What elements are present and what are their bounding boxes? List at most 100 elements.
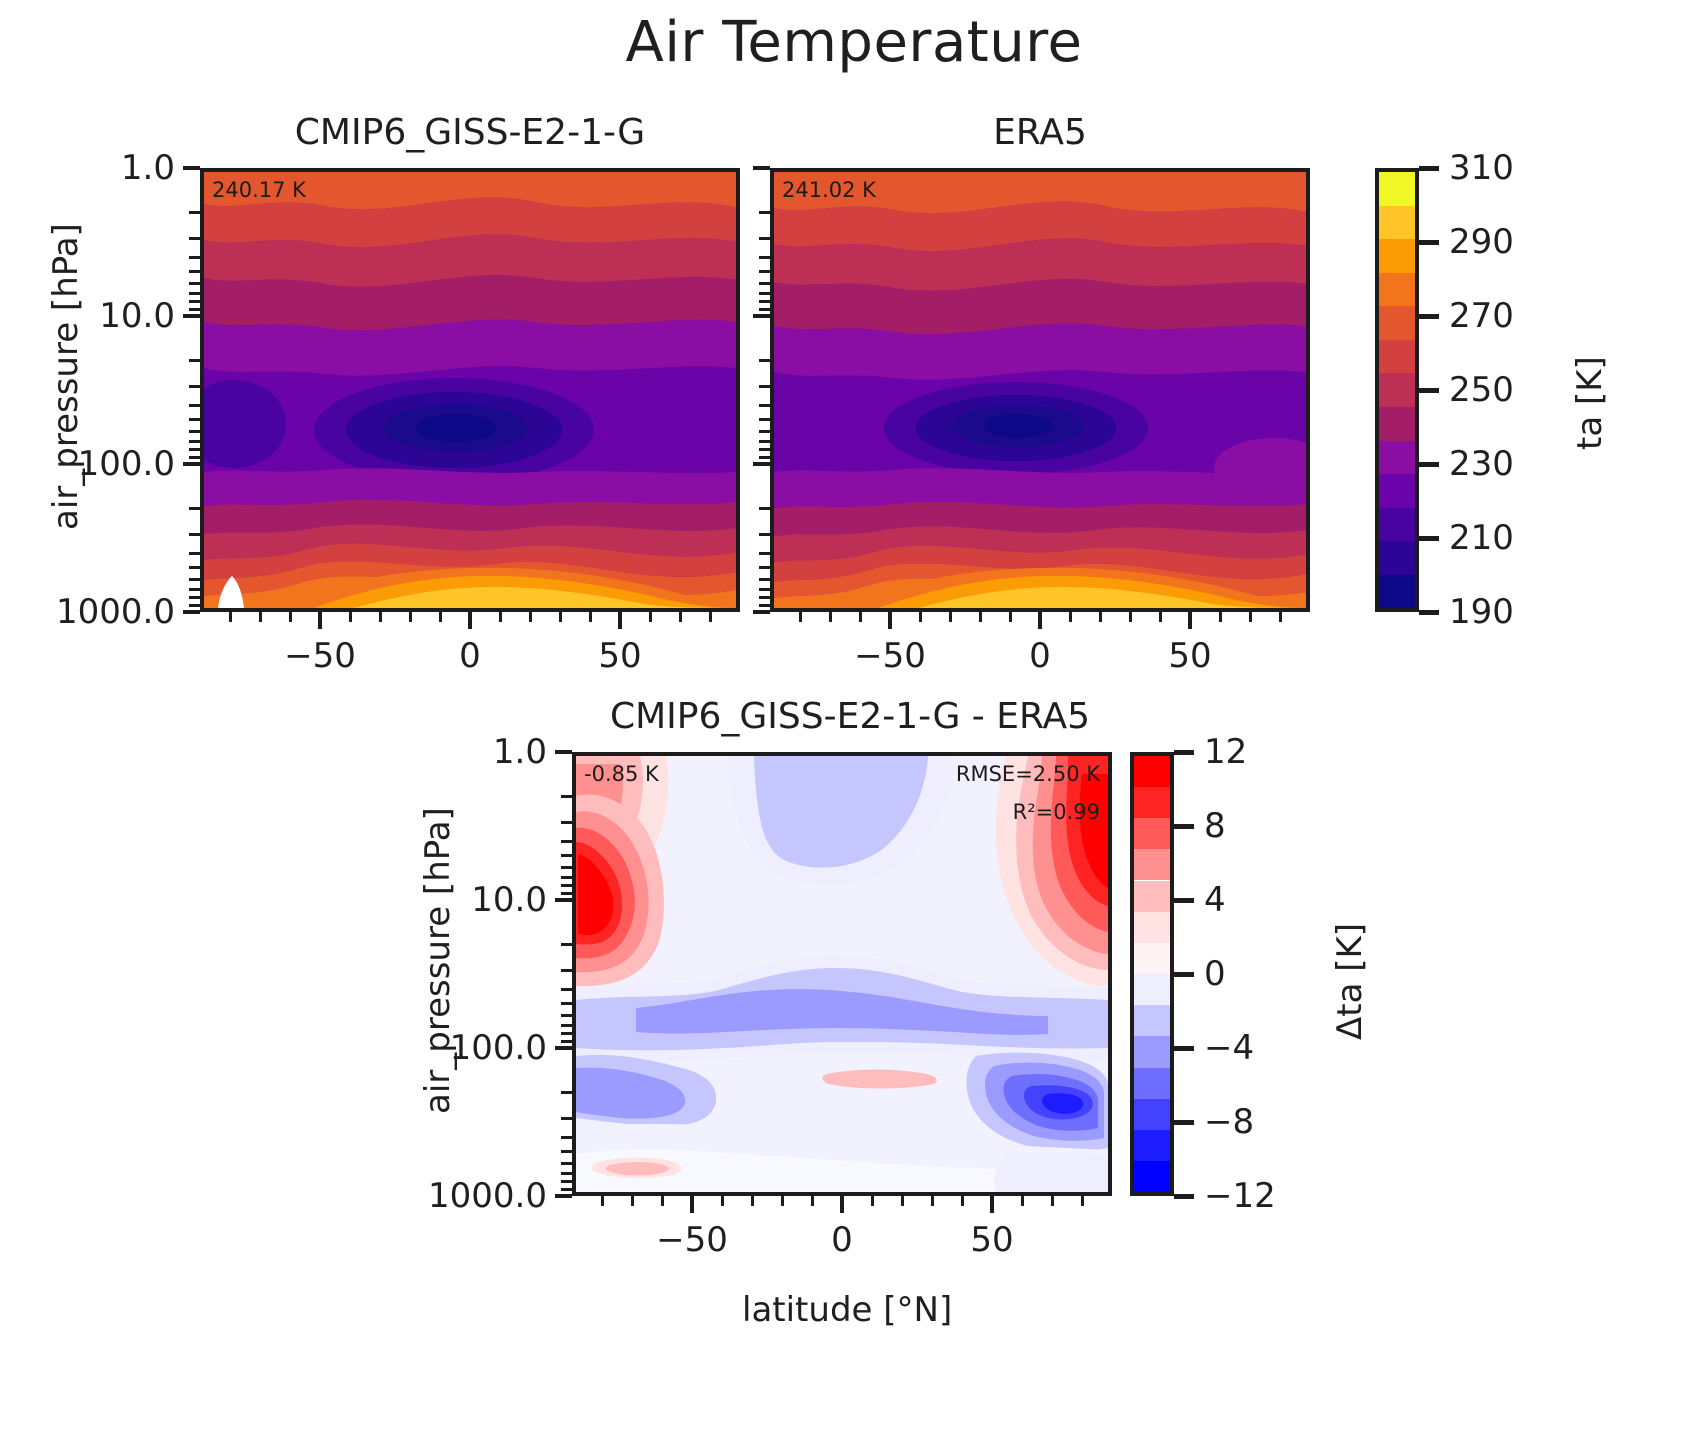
ytick-minor-cmip6 xyxy=(189,417,200,421)
ytick-minor-era5 xyxy=(759,417,770,421)
colorbar-dta[interactable] xyxy=(1130,752,1174,1196)
yticklabel-difference: 1000.0 xyxy=(428,1176,547,1216)
ytick-minor-cmip6 xyxy=(189,455,200,459)
cb-ta-seg xyxy=(1379,474,1415,508)
xtick-major-cmip6 xyxy=(468,612,472,629)
xtick-minor-difference xyxy=(660,1196,664,1206)
cb-ta-seg xyxy=(1379,507,1415,542)
xtick-minor-difference xyxy=(900,1196,904,1206)
xtick-minor-era5 xyxy=(1158,612,1162,622)
cb-dta-seg xyxy=(1134,911,1170,943)
ytick-minor-difference xyxy=(561,853,572,857)
ytick-minor-difference xyxy=(561,1117,572,1121)
cb-ta-seg xyxy=(1379,205,1415,240)
xtick-minor-cmip6 xyxy=(378,612,382,622)
ytick-minor-cmip6 xyxy=(189,291,200,295)
ytick-minor-era5 xyxy=(759,281,770,285)
panel-difference[interactable]: -0.85 K RMSE=2.50 K R²=0.99 xyxy=(572,752,1112,1196)
ytick-minor-era5 xyxy=(759,237,770,241)
cbticklabel-ta: 190 xyxy=(1449,592,1514,632)
cbtick-ta xyxy=(1419,239,1439,245)
cb-ta-seg xyxy=(1379,407,1415,441)
ytick-major-cmip6 xyxy=(183,610,200,614)
xticklabel-era5: 50 xyxy=(1168,636,1212,676)
ytick-minor-difference xyxy=(561,1039,572,1043)
panel-cmip6[interactable]: 240.17 K xyxy=(200,168,740,612)
cbticklabel-dta: 4 xyxy=(1204,880,1226,920)
ytick-minor-era5 xyxy=(759,596,770,600)
cb-dta-seg xyxy=(1134,880,1170,912)
ytick-minor-difference xyxy=(561,839,572,843)
xtick-minor-era5 xyxy=(1218,612,1222,622)
cbtick-dta xyxy=(1174,897,1194,903)
cb-dta-seg xyxy=(1134,818,1170,850)
xticklabel-era5: 0 xyxy=(1029,636,1051,676)
xticklabel-difference: −50 xyxy=(656,1220,728,1260)
cbtick-dta xyxy=(1174,823,1194,829)
ytick-minor-cmip6 xyxy=(189,551,200,555)
colorbar-ta[interactable] xyxy=(1375,168,1419,612)
xtick-major-difference xyxy=(840,1196,844,1213)
ytick-minor-cmip6 xyxy=(189,429,200,433)
cbtick-ta xyxy=(1419,165,1439,171)
yticklabel-difference: 10.0 xyxy=(471,880,547,920)
ytick-minor-era5 xyxy=(759,577,770,581)
xtick-minor-era5 xyxy=(1098,612,1102,622)
ytick-minor-difference xyxy=(561,1032,572,1036)
xtick-minor-difference xyxy=(1080,1196,1084,1206)
ytick-major-difference xyxy=(555,1046,572,1050)
yticklabel-cmip6: 10.0 xyxy=(99,296,175,336)
ytick-minor-era5 xyxy=(759,291,770,295)
ytick-minor-era5 xyxy=(759,507,770,511)
xtick-minor-era5 xyxy=(1248,612,1252,622)
ytick-major-era5 xyxy=(753,462,770,466)
panel-era5[interactable]: 241.02 K xyxy=(770,168,1310,612)
cb-ta-seg xyxy=(1379,272,1415,307)
xtick-major-difference xyxy=(990,1196,994,1213)
cb-dta-seg xyxy=(1134,1005,1170,1037)
ytick-minor-difference xyxy=(561,1091,572,1095)
ytick-major-difference xyxy=(555,1194,572,1198)
ytick-minor-era5 xyxy=(759,403,770,407)
cb-dta-seg xyxy=(1134,943,1170,975)
cbticklabel-ta: 230 xyxy=(1449,444,1514,484)
xticklabel-cmip6: 50 xyxy=(598,636,642,676)
xtick-minor-era5 xyxy=(1008,612,1012,622)
cb-ta-seg xyxy=(1379,440,1415,475)
xtick-minor-cmip6 xyxy=(408,612,412,622)
ytick-minor-difference xyxy=(561,1149,572,1153)
xtick-minor-era5 xyxy=(858,612,862,622)
xtick-minor-cmip6 xyxy=(528,612,532,622)
cb-ta-seg xyxy=(1379,306,1415,340)
cbticklabel-dta: −8 xyxy=(1204,1102,1255,1142)
ytick-minor-cmip6 xyxy=(189,269,200,273)
xtick-minor-difference xyxy=(780,1196,784,1206)
cb-dta-seg xyxy=(1134,1130,1170,1162)
ytick-minor-era5 xyxy=(759,587,770,591)
ytick-minor-era5 xyxy=(759,455,770,459)
xticklabel-difference: 50 xyxy=(970,1220,1014,1260)
ytick-major-era5 xyxy=(753,314,770,318)
ytick-minor-cmip6 xyxy=(189,255,200,259)
ytick-major-cmip6 xyxy=(183,462,200,466)
ytick-minor-difference xyxy=(561,1187,572,1191)
ytick-minor-era5 xyxy=(759,307,770,311)
cb-dta-seg xyxy=(1134,1161,1170,1192)
yticklabel-difference: 100.0 xyxy=(449,1028,547,1068)
ytick-minor-era5 xyxy=(759,300,770,304)
xtick-major-cmip6 xyxy=(618,612,622,629)
cb-ta-seg xyxy=(1379,373,1415,407)
ytick-minor-difference xyxy=(561,884,572,888)
ytick-minor-era5 xyxy=(759,603,770,607)
ytick-minor-era5 xyxy=(759,385,770,389)
panel-era5-mean-label: 241.02 K xyxy=(782,178,876,202)
cbticklabel-dta: 0 xyxy=(1204,954,1226,994)
ytick-minor-cmip6 xyxy=(189,603,200,607)
xtick-minor-cmip6 xyxy=(228,612,232,622)
ytick-minor-era5 xyxy=(759,269,770,273)
ytick-minor-cmip6 xyxy=(189,359,200,363)
cb-ta-seg xyxy=(1379,239,1415,273)
panel-title-difference: CMIP6_GISS-E2-1-G - ERA5 xyxy=(609,696,1091,737)
panel-title-cmip6: CMIP6_GISS-E2-1-G xyxy=(294,112,646,153)
ytick-minor-difference xyxy=(561,987,572,991)
